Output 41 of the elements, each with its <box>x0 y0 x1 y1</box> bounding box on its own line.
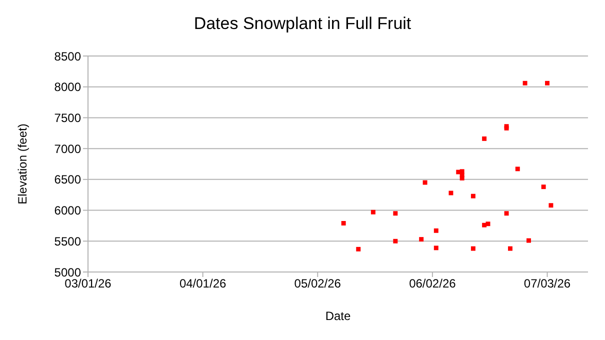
y-tick-label: 6500 <box>54 172 82 187</box>
point <box>522 80 528 86</box>
point <box>482 222 487 228</box>
point <box>470 246 476 251</box>
y-tick-label: 7000 <box>54 142 82 156</box>
point <box>460 169 464 174</box>
point <box>434 228 438 233</box>
point <box>515 166 520 172</box>
x-tick-label: 04/01/26 <box>179 276 226 291</box>
y-tick-label: 8000 <box>54 80 82 94</box>
point <box>545 80 550 86</box>
y-tick-label: 5000 <box>54 265 82 280</box>
point <box>482 136 487 141</box>
x-axis-title: Date <box>325 309 351 323</box>
point <box>548 203 554 208</box>
y-axis-title: Elevation (feet) <box>15 124 30 204</box>
point <box>470 194 476 198</box>
point <box>541 184 546 190</box>
point <box>508 246 512 251</box>
y-tick-label: 7500 <box>54 110 82 125</box>
point <box>422 180 428 185</box>
point <box>419 237 424 242</box>
point <box>448 190 454 196</box>
point <box>393 211 398 216</box>
y-tick-label: 5500 <box>54 234 82 248</box>
chart-title: Dates Snowplant in Full Fruit <box>192 14 412 34</box>
point <box>341 221 346 226</box>
x-tick-label: 03/01/26 <box>64 276 112 291</box>
x-tick-label: 06/02/26 <box>409 276 456 291</box>
point <box>460 176 464 180</box>
x-tick-label: 05/02/26 <box>294 276 342 291</box>
point <box>486 222 490 226</box>
y-tick-label: 6000 <box>54 204 82 218</box>
point <box>434 246 438 250</box>
point <box>356 246 361 252</box>
x-tick-label: 07/03/26 <box>524 276 571 291</box>
point <box>526 238 531 243</box>
point <box>393 238 398 244</box>
point <box>370 210 376 214</box>
point <box>504 211 509 216</box>
y-tick-label: 8500 <box>54 49 82 64</box>
